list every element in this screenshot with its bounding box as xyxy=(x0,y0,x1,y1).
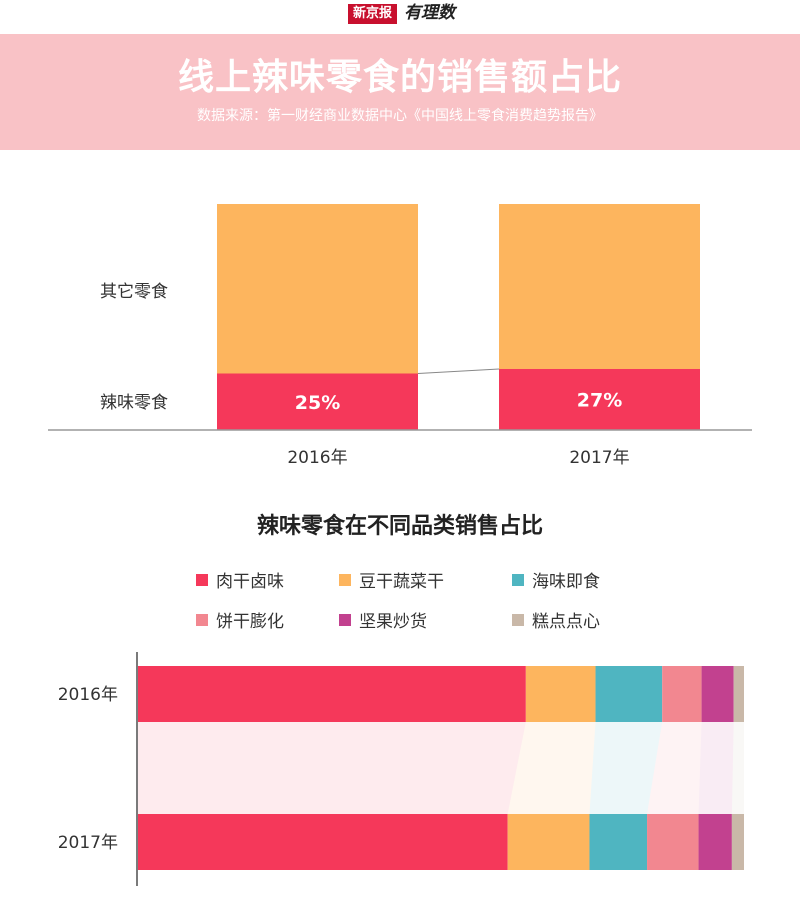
bar-segment-0-4 xyxy=(701,666,734,722)
legend-label-4: 坚果炒货 xyxy=(359,612,427,632)
legend-swatch-1 xyxy=(339,573,351,586)
bar-segment-1-5 xyxy=(731,814,744,870)
brand-name: 新京报 xyxy=(348,4,398,24)
bar-spicy-1 xyxy=(499,368,700,430)
flow-band-3 xyxy=(647,722,702,814)
legend-label-3: 饼干膨化 xyxy=(216,612,284,632)
bar-other-0 xyxy=(217,204,418,374)
chart2-legend: 肉干卤味 豆干蔬菜干 海味即食饼干膨化 坚果炒货 糕点点心 xyxy=(0,565,800,635)
data-label-spicy-1: 27% xyxy=(577,389,622,411)
flow-band-5 xyxy=(731,722,744,814)
x-tick-label-0: 2016年 xyxy=(287,448,347,468)
brand-logo: 新京报 有理数 xyxy=(0,0,800,32)
page-title: 线上辣味零食的销售额占比 xyxy=(177,57,622,98)
legend-label-5: 糕点点心 xyxy=(532,612,600,632)
row-label-other: 其它零食 xyxy=(100,282,168,302)
bar-segment-0-5 xyxy=(733,666,744,722)
row-label-spicy: 辣味零食 xyxy=(100,393,168,413)
bar-segment-0-1 xyxy=(525,666,596,722)
connector-line xyxy=(417,368,500,374)
legend-swatch-2 xyxy=(512,573,524,586)
bar-other-1 xyxy=(499,204,700,369)
legend-item-5: 糕点点心 xyxy=(512,607,600,632)
flow-band-0 xyxy=(138,722,526,814)
bar-spicy-0 xyxy=(217,373,418,430)
legend-item-3: 饼干膨化 xyxy=(196,607,284,632)
legend-item-1: 豆干蔬菜干 xyxy=(339,567,444,592)
brand-sub: 有理数 xyxy=(404,3,455,23)
chart2-title: 辣味零食在不同品类销售占比 xyxy=(256,514,543,539)
legend-swatch-5 xyxy=(512,613,524,626)
flow-band-4 xyxy=(698,722,734,814)
y-tick-label-1: 2017年 xyxy=(58,833,118,853)
legend-swatch-3 xyxy=(196,613,208,626)
bar-segment-1-1 xyxy=(507,814,590,870)
legend-item-2: 海味即食 xyxy=(512,567,600,592)
legend-label-0: 肉干卤味 xyxy=(216,572,284,592)
bar-segment-1-0 xyxy=(138,814,508,870)
legend-item-4: 坚果炒货 xyxy=(339,607,427,632)
bar-segment-1-4 xyxy=(698,814,732,870)
legend-label-1: 豆干蔬菜干 xyxy=(359,572,444,592)
legend-label-2: 海味即食 xyxy=(532,572,600,592)
legend-item-0: 肉干卤味 xyxy=(196,567,284,592)
source-note: 数据来源：第一财经商业数据中心《中国线上零食消费趋势报告》 xyxy=(197,108,603,124)
bar-segment-1-2 xyxy=(589,814,648,870)
flow-band-2 xyxy=(589,722,663,814)
header-banner: 线上辣味零食的销售额占比 数据来源：第一财经商业数据中心《中国线上零食消费趋势报… xyxy=(0,34,800,150)
bar-segment-1-3 xyxy=(647,814,699,870)
bar-segment-0-0 xyxy=(138,666,526,722)
x-tick-label-1: 2017年 xyxy=(569,448,629,468)
bar-segment-0-3 xyxy=(662,666,702,722)
legend-swatch-0 xyxy=(196,573,208,586)
legend-swatch-4 xyxy=(339,613,351,626)
flow-band-1 xyxy=(507,722,596,814)
data-label-spicy-0: 25% xyxy=(295,392,340,414)
bar-segment-0-2 xyxy=(595,666,663,722)
y-tick-label-0: 2016年 xyxy=(58,685,118,705)
